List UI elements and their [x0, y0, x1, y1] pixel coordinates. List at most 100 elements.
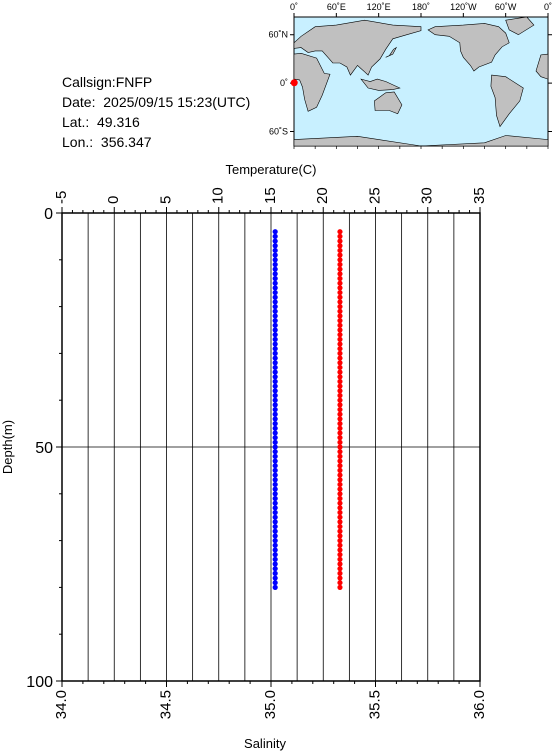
- temperature-point: [337, 364, 343, 371]
- salinity-point: [272, 247, 278, 254]
- temperature-point: [337, 519, 343, 525]
- temperature-point: [337, 261, 343, 268]
- temperature-point: [337, 369, 343, 375]
- salinity-point: [272, 472, 278, 478]
- temperature-point: [337, 289, 343, 296]
- temperature-point: [337, 509, 343, 516]
- temperature-point: [337, 388, 343, 394]
- salinity-point: [272, 533, 278, 539]
- salinity-point: [272, 491, 278, 497]
- temperature-point: [337, 271, 343, 277]
- salinity-point: [272, 538, 278, 544]
- callsign-text: Callsign:FNFP: [62, 74, 153, 90]
- temperature-point: [337, 341, 343, 347]
- temperature-point: [337, 411, 343, 417]
- salinity-point: [272, 350, 278, 356]
- temperature-point: [337, 229, 343, 235]
- salinity-point: [272, 238, 278, 244]
- bottom-axis-tick-label: 35.0: [262, 690, 279, 719]
- temperature-point: [337, 458, 343, 464]
- salinity-point: [272, 528, 278, 534]
- bottom-axis-tick-label: 34.0: [53, 690, 70, 719]
- temperature-point: [337, 556, 343, 562]
- africa-land: [293, 52, 331, 112]
- temperature-point: [337, 463, 343, 469]
- salinity-point: [272, 355, 278, 361]
- temperature-point: [337, 318, 343, 324]
- temperature-point: [337, 495, 343, 502]
- temperature-point: [337, 500, 343, 506]
- temperature-point: [337, 444, 343, 450]
- salinity-point: [272, 575, 278, 581]
- salinity-point: [272, 261, 278, 268]
- salinity-point: [272, 463, 278, 469]
- temperature-point: [337, 247, 343, 254]
- temperature-point: [337, 481, 343, 488]
- temperature-point: [337, 439, 343, 445]
- top-axis-title: Temperature(C): [225, 162, 316, 177]
- top-axis-tick-label: 5: [157, 196, 174, 204]
- bottom-axis-tick-label: 35.5: [366, 690, 383, 719]
- greenland-land: [505, 16, 535, 36]
- salinity-point: [272, 547, 278, 553]
- top-axis-tick-label: -5: [53, 191, 70, 204]
- salinity-point: [272, 435, 278, 441]
- top-axis-tick-label: 0: [105, 196, 122, 204]
- temperature-point: [337, 397, 343, 403]
- salinity-point: [272, 505, 278, 511]
- map-top-tick-label: 120˚W: [450, 2, 477, 12]
- salinity-point: [272, 397, 278, 403]
- map-left-tick-label: 60˚N: [268, 30, 288, 40]
- salinity-point: [272, 252, 278, 258]
- salinity-point: [272, 556, 278, 562]
- latitude-text: Lat.: 49.316: [62, 114, 140, 130]
- map-left-tick-label: 0˚: [280, 78, 288, 88]
- salinity-point: [272, 327, 278, 333]
- temperature-point: [337, 472, 343, 478]
- temperature-point: [337, 243, 343, 249]
- temperature-point: [337, 514, 343, 520]
- salinity-point: [272, 392, 278, 399]
- salinity-point: [272, 341, 278, 347]
- map-top-tick-label: 0˚: [290, 2, 298, 12]
- temperature-point: [337, 486, 343, 492]
- salinity-point: [272, 402, 278, 408]
- salinity-point: [272, 425, 278, 431]
- salinity-point: [272, 364, 278, 371]
- salinity-point: [272, 257, 278, 263]
- temperature-point: [337, 233, 343, 239]
- temperature-point: [337, 378, 343, 385]
- indonesia-land: [360, 78, 401, 91]
- y-axis-title: Depth(m): [0, 420, 15, 474]
- temperature-point: [337, 584, 343, 591]
- salinity-point: [272, 467, 278, 473]
- temperature-point: [337, 322, 343, 328]
- temperature-point: [337, 552, 343, 558]
- salinity-point: [272, 374, 278, 380]
- salinity-point: [272, 561, 278, 567]
- salinity-point: [272, 383, 278, 389]
- temperature-point: [337, 299, 343, 305]
- salinity-point: [272, 523, 278, 530]
- temperature-point: [337, 346, 343, 352]
- map-top-tick-label: 60˚E: [327, 2, 346, 12]
- temperature-point: [337, 266, 343, 272]
- salinity-point: [272, 275, 278, 282]
- temperature-point: [337, 374, 343, 380]
- position-marker: [290, 79, 298, 87]
- salinity-point: [272, 332, 278, 338]
- salinity-point: [272, 552, 278, 558]
- temperature-point: [337, 313, 343, 319]
- top-axis-tick-label: 25: [366, 187, 383, 204]
- temperature-point: [337, 435, 343, 441]
- temperature-point: [337, 533, 343, 539]
- temperature-point: [337, 383, 343, 389]
- salinity-point: [272, 542, 278, 548]
- salinity-point: [272, 430, 278, 436]
- temperature-point: [337, 561, 343, 567]
- salinity-point: [272, 271, 278, 277]
- salinity-point: [272, 318, 278, 324]
- temperature-point: [337, 252, 343, 258]
- salinity-point: [272, 495, 278, 502]
- temperature-point: [337, 505, 343, 511]
